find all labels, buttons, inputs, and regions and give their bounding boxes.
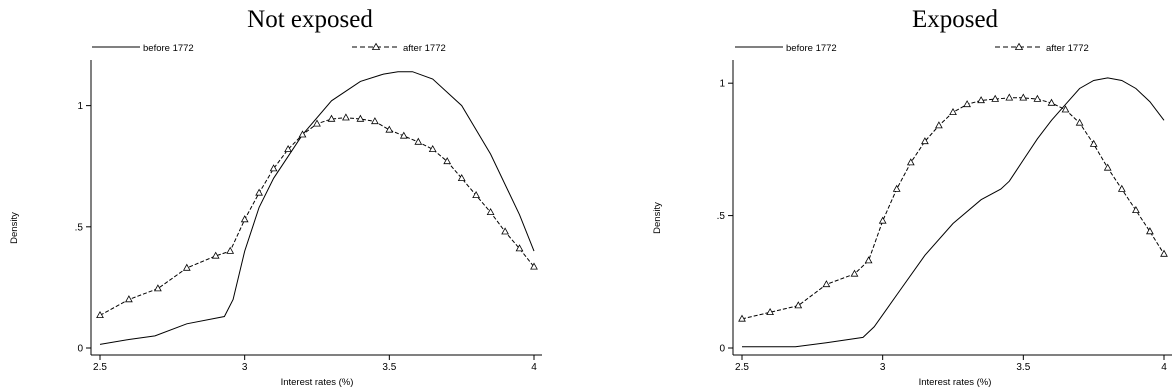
data-point-triangle <box>921 137 929 145</box>
y-tick-label: 0 <box>719 344 725 355</box>
data-point-triangle <box>211 251 220 259</box>
data-point-triangle <box>399 131 408 139</box>
y-axis-label: Density <box>9 212 20 244</box>
data-point-triangle <box>530 262 538 270</box>
y-tick-label: .5 <box>717 211 726 222</box>
data-point-triangle <box>226 246 235 254</box>
chart-title: Exposed <box>912 6 999 33</box>
series-before-1772-line <box>99 71 535 345</box>
data-point-triangle <box>515 244 524 252</box>
data-point-triangle <box>1103 163 1112 171</box>
data-point-triangle <box>991 94 1000 102</box>
data-point-triangle <box>1061 105 1070 113</box>
legend-label-after-1772: after 1772 <box>403 43 446 54</box>
axes <box>90 60 542 356</box>
x-tick-label: 2.5 <box>93 362 107 373</box>
x-axis-ticks: 2.5 3 3.5 4 <box>93 355 537 373</box>
data-point-triangle <box>501 227 509 235</box>
data-point-triangle <box>1117 184 1126 192</box>
data-point-triangle <box>313 119 321 127</box>
y-tick-label: 1 <box>77 101 83 112</box>
data-point-triangle <box>892 184 901 192</box>
legend-label-before-1772: before 1772 <box>143 43 194 54</box>
data-point-triangle <box>327 114 336 122</box>
data-point-triangle <box>96 310 104 319</box>
data-point-triangle <box>977 96 985 104</box>
legend-marker-triangle <box>1014 42 1024 50</box>
x-tick-label: 4 <box>1161 362 1167 373</box>
data-point-triangle <box>1146 227 1154 235</box>
data-point-triangle <box>182 263 191 271</box>
data-point-triangle <box>1047 98 1056 106</box>
data-point-triangle <box>457 173 466 182</box>
data-point-triangle <box>963 100 971 108</box>
chart-title: Not exposed <box>247 6 373 33</box>
legend-label-before-1772: before 1772 <box>786 43 837 54</box>
y-tick-label: .5 <box>75 222 84 233</box>
data-point-triangle <box>371 117 379 125</box>
series-layer <box>96 71 538 345</box>
data-point-triangle <box>935 121 943 129</box>
data-point-triangle <box>878 216 887 224</box>
data-point-triangle <box>284 144 292 153</box>
data-point-triangle <box>766 307 774 316</box>
x-tick-label: 3 <box>880 362 886 373</box>
x-axis-label: Interest rates (%) <box>281 377 354 388</box>
series-before-1772-line <box>742 77 1165 348</box>
data-point-triangle <box>125 295 133 303</box>
data-point-triangle <box>906 158 915 166</box>
chart-panel-exposed: Exposed before 1772 after 1772 Density I… <box>652 6 1172 388</box>
data-point-triangle <box>1033 94 1042 102</box>
x-tick-label: 3.5 <box>1016 362 1030 373</box>
data-point-triangle <box>255 188 263 196</box>
data-point-triangle <box>298 130 307 138</box>
data-point-triangle <box>1019 93 1028 101</box>
data-point-triangle <box>949 107 957 115</box>
data-point-triangle <box>154 284 162 292</box>
x-axis-label: Interest rates (%) <box>919 377 992 388</box>
data-point-triangle <box>1005 93 1014 101</box>
data-point-triangle <box>240 215 249 223</box>
x-axis-ticks: 2.5 3 3.5 4 <box>735 355 1167 373</box>
y-axis-ticks: 0.51 <box>75 101 91 355</box>
data-point-triangle <box>269 164 278 172</box>
y-axis-label: Density <box>652 202 663 234</box>
data-point-triangle <box>1089 139 1098 147</box>
data-point-triangle <box>414 137 423 145</box>
y-axis-ticks: 0.51 <box>717 79 733 355</box>
chart-panel-not-exposed: Not exposed before 1772 after 1772 Densi… <box>9 6 542 388</box>
data-point-triangle <box>486 207 495 216</box>
data-point-triangle <box>850 269 859 277</box>
axes <box>732 60 1172 356</box>
data-point-triangle <box>1075 118 1084 126</box>
data-point-triangle <box>738 314 746 322</box>
x-tick-label: 3 <box>242 362 248 373</box>
x-tick-label: 3.5 <box>382 362 396 373</box>
data-point-triangle <box>472 190 480 199</box>
legend: before 1772 after 1772 <box>92 42 446 54</box>
data-point-triangle <box>356 114 365 122</box>
data-point-triangle <box>822 280 831 288</box>
data-point-triangle <box>794 301 803 309</box>
series-after-1772-line <box>99 117 535 316</box>
data-point-triangle <box>1160 249 1168 257</box>
legend-marker-triangle <box>371 42 381 50</box>
y-tick-label: 0 <box>77 344 83 355</box>
series-layer <box>738 77 1168 348</box>
data-point-triangle <box>385 125 394 133</box>
data-point-triangle <box>342 113 350 121</box>
series-after-1772-line <box>741 97 1165 320</box>
y-tick-label: 1 <box>719 79 725 90</box>
data-point-triangle <box>1132 205 1140 214</box>
x-tick-label: 2.5 <box>735 362 749 373</box>
data-point-triangle <box>428 144 437 153</box>
data-point-triangle <box>864 256 873 264</box>
data-point-triangle <box>443 157 452 165</box>
legend-label-after-1772: after 1772 <box>1046 43 1089 54</box>
x-tick-label: 4 <box>531 362 537 373</box>
legend: before 1772 after 1772 <box>735 42 1089 54</box>
